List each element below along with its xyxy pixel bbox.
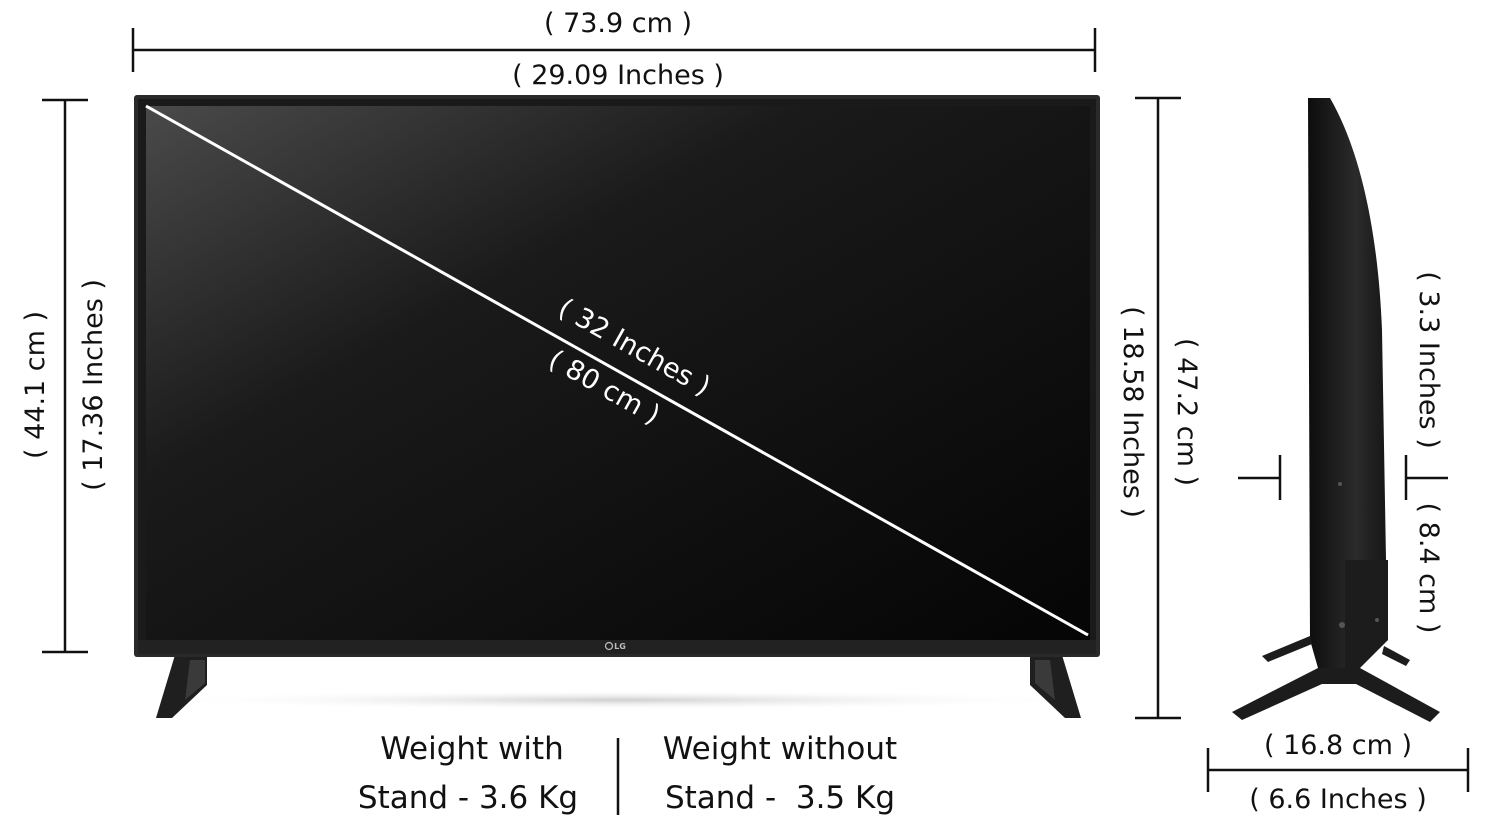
stand-depth-cm-label: ( 16.8 cm ) xyxy=(1264,730,1412,761)
diagonal-line xyxy=(145,104,1089,637)
right-height-dimension: ( 18.58 Inches ) ( 47.2 cm ) xyxy=(1117,96,1202,720)
stand-depth-dimension: ( 16.8 cm ) ( 6.6 Inches ) xyxy=(1206,730,1470,815)
stand-depth-inches-label: ( 6.6 Inches ) xyxy=(1249,784,1426,815)
weight-without-stand-line1: Weight without xyxy=(663,731,897,767)
tv-side-port-2 xyxy=(1339,622,1345,628)
tv-side-back-bulge xyxy=(1345,560,1388,668)
brand-logo-mark xyxy=(604,641,614,651)
tv-stand-right-foot-edge xyxy=(1035,660,1055,700)
left-height-inches-label: ( 17.36 Inches ) xyxy=(78,279,109,491)
side-depth-cm-label: ( 8.4 cm ) xyxy=(1413,503,1444,634)
weight-info: Weight with Stand - 3.6 Kg Weight withou… xyxy=(358,731,897,816)
brand-logo: LG xyxy=(614,642,626,651)
side-depth-inches-label: ( 3.3 Inches ) xyxy=(1413,271,1444,448)
tv-side-stand-back-leg xyxy=(1262,636,1312,662)
left-height-dimension: ( 44.1 cm ) ( 17.36 Inches ) xyxy=(20,98,109,654)
left-height-cm-label: ( 44.1 cm ) xyxy=(20,311,51,459)
top-width-inches-label: ( 29.09 Inches ) xyxy=(512,60,724,91)
tv-side-stand-base xyxy=(1232,668,1440,722)
tv-side-panel xyxy=(1308,98,1388,668)
tv-front-view: LG ( 32 Inches ) ( 80 cm ) xyxy=(134,95,1100,718)
right-height-cm-label: ( 47.2 cm ) xyxy=(1171,338,1202,486)
tv-stand-left-foot-edge xyxy=(185,660,205,700)
weight-with-stand-line2: Stand - 3.6 Kg xyxy=(358,780,578,816)
tv-shadow xyxy=(150,690,1090,710)
tv-side-port-3 xyxy=(1375,618,1379,622)
side-depth-dimension: ( 3.3 Inches ) ( 8.4 cm ) xyxy=(1238,271,1448,633)
top-width-cm-label: ( 73.9 cm ) xyxy=(544,8,692,39)
tv-bottom-bezel xyxy=(138,640,1096,654)
tv-side-stand-front-leg xyxy=(1382,646,1410,666)
tv-side-port xyxy=(1338,482,1342,486)
top-width-dimension: ( 73.9 cm ) ( 29.09 Inches ) xyxy=(131,8,1097,91)
weight-with-stand-line1: Weight with xyxy=(380,731,564,767)
tv-side-view xyxy=(1232,98,1440,722)
right-height-inches-label: ( 18.58 Inches ) xyxy=(1117,306,1148,518)
weight-without-stand-line2: Stand - 3.5 Kg xyxy=(665,780,895,816)
